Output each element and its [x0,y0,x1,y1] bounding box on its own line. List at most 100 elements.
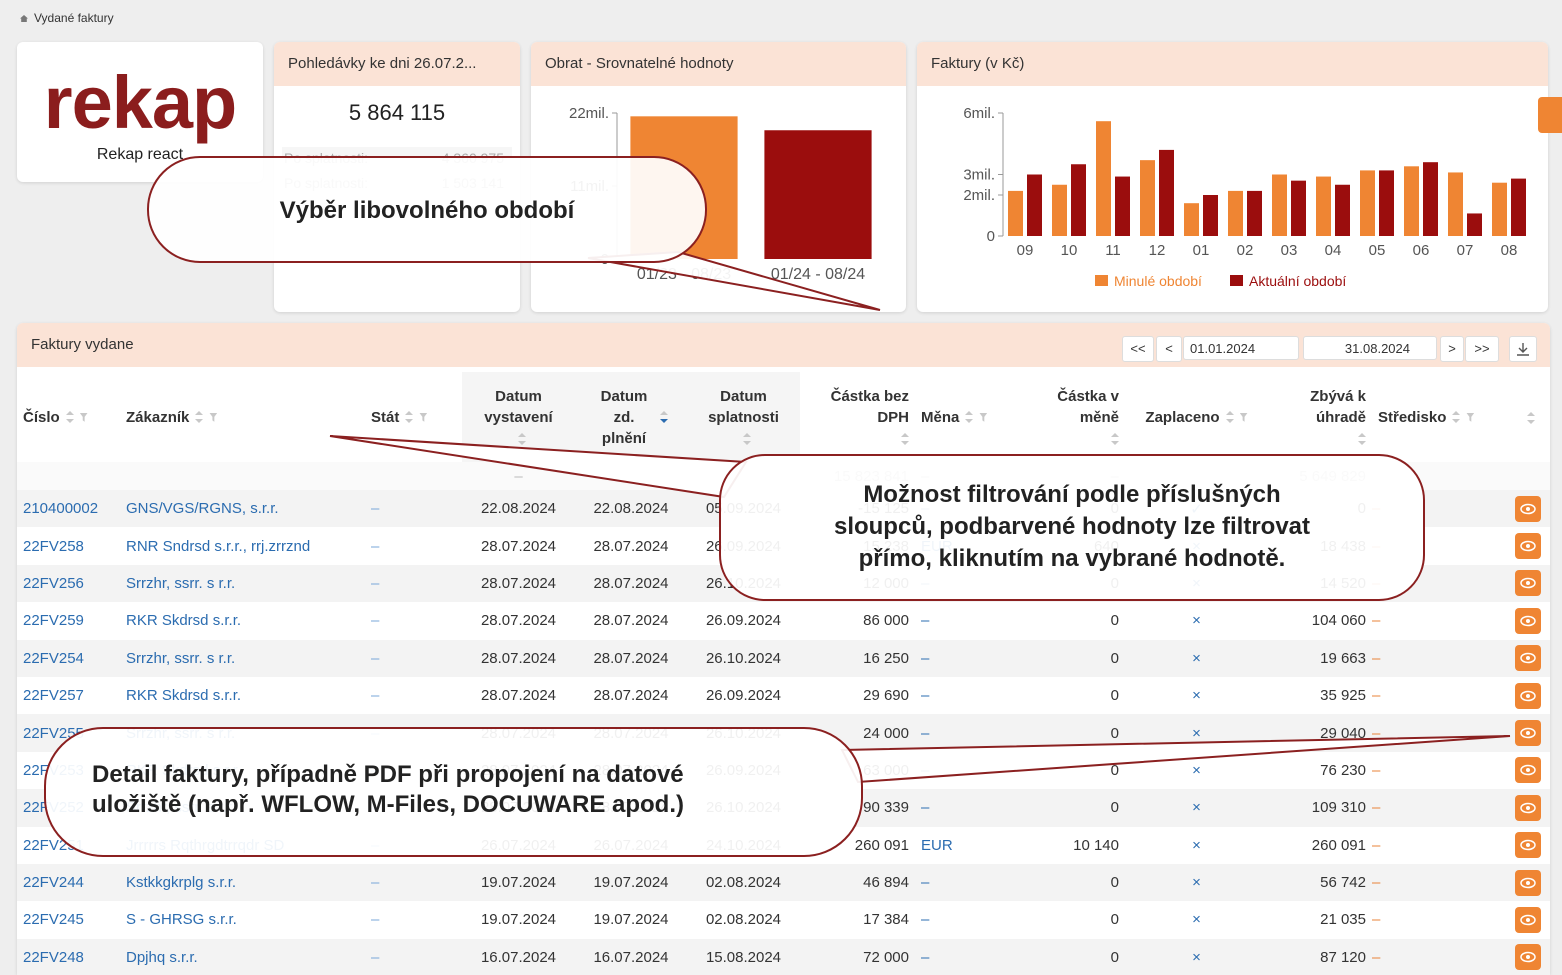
nav-next[interactable]: > [1440,336,1464,362]
cell[interactable]: Srrzhr, ssrr. s r.r. [120,564,365,603]
detail-button[interactable] [1514,720,1541,747]
cell: – [915,789,1025,827]
cell: – [365,714,462,752]
column-header[interactable]: Číslo [17,372,120,462]
cell[interactable]: 22FV257 [23,687,84,705]
cell[interactable]: Srrzhr, ssrr. s r.r. [120,639,365,677]
cell: – [921,761,930,779]
cell: × [1125,789,1268,827]
invoice-row: 22FV256 Srrzhr, ssrr. s r.r. –28.07.2024 28… [17,564,1550,603]
bar [1335,184,1350,236]
detail-button[interactable] [1514,944,1541,971]
eye-pupil [1525,656,1530,661]
cell[interactable]: RKR Skdrsd s.r.r. [126,687,242,705]
date-to[interactable]: 31.08.2024 [1303,336,1437,360]
cell: – [1372,836,1381,854]
eye-pupil [1525,693,1530,698]
cell: 104 060 [1311,612,1366,630]
sort-icon [901,432,909,445]
column-header[interactable]: Zákazník [120,372,365,462]
nav-last[interactable]: >> [1465,336,1499,362]
download-button[interactable] [1509,336,1537,362]
detail-button[interactable] [1514,757,1541,784]
cell[interactable]: 22FV254 [17,639,120,677]
detail-button[interactable] [1514,607,1541,634]
brand: rekap [43,61,237,144]
y-tick-label: 3mil. [963,167,995,184]
cell[interactable]: 22FV244 [17,863,120,902]
nav-first[interactable]: << [1122,336,1154,362]
cell[interactable]: GNS/VGS/RGNS, s.r.r. [120,490,365,528]
cell[interactable]: Srrzhr, ssrr. s r.r. [120,789,365,827]
cell: – [1372,761,1381,779]
cell: 28.07.2024 [593,761,669,779]
eye-pupil [1525,618,1530,623]
detail-button[interactable] [1514,832,1541,859]
eye-outline [1519,540,1536,552]
cell[interactable]: 22FV248 [17,938,120,975]
cell[interactable]: 22FV256 [17,564,120,603]
column-header[interactable]: Středisko [1372,372,1505,462]
detail-button[interactable] [1514,645,1541,672]
bar [1272,174,1287,236]
cell: 86 000 [863,612,909,630]
date-from[interactable]: 01.01.2024 [1183,336,1299,360]
cell: 109 310 [1268,789,1372,827]
cell[interactable]: Jrrrrrs Rqthrgdtrrqdr SD [126,836,285,854]
cell[interactable]: 22FV253 [23,761,84,779]
cell: 28.07.2024 [462,639,575,677]
cell: 19.07.2024 [480,911,557,929]
action-cell [1505,677,1550,714]
detail-button[interactable] [1514,495,1541,522]
cell: – [1372,639,1505,677]
cell[interactable]: RKR Skdrsd s.r.r. [126,761,242,779]
cell[interactable]: 22FV255 [17,714,120,752]
bar [1140,160,1155,236]
cell: 0 [1110,911,1119,929]
nav-prev[interactable]: < [1156,336,1182,362]
cell: 26.09.2024 [705,612,782,630]
column-header[interactable]: Zaplaceno [1125,372,1268,462]
column-header[interactable]: Částka v měně [1025,372,1125,462]
detail-button[interactable] [1514,682,1541,709]
cell[interactable]: Kstkkgkrplg s.r.r. [120,863,365,902]
column-header[interactable]: Datum splatnosti [687,372,800,462]
cell[interactable]: 22FV251 [23,836,84,854]
legend-swatch [1095,275,1108,286]
detail-button[interactable] [1514,906,1541,933]
column-header[interactable]: Měna [915,372,1025,462]
cell: 19.07.2024 [593,911,669,929]
bar [1096,121,1111,236]
cell[interactable]: RKR Skdrsd s.r.r. [126,612,242,630]
eye-icon [1519,802,1536,814]
detail-button[interactable] [1514,570,1541,597]
cell[interactable]: RNR Sndrsd s.r.r., rrj.zrrznd [126,537,311,555]
cell[interactable]: 22FV259 [23,612,84,630]
eye-pupil [1525,917,1530,922]
cell: – [915,639,1025,677]
cell: 0 [1025,564,1125,603]
column-header[interactable]: Datum zd. plnění [575,372,687,462]
column-header[interactable]: Zbývá k úhradě [1268,372,1372,462]
cell[interactable]: 22FV258 [23,537,84,555]
filter-icon [1239,412,1248,422]
cell: EUR [921,836,953,854]
cell[interactable]: 210400002 [17,490,120,528]
header-text: Částka v měně [1057,387,1119,426]
cell: × [1192,612,1201,630]
detail-button[interactable] [1514,533,1541,560]
breadcrumb[interactable]: Vydané faktury [20,11,114,25]
sort-icon [65,411,74,424]
cell: 76 230 [1320,761,1366,779]
column-header[interactable]: Stát [365,372,462,462]
detail-button[interactable] [1514,794,1541,821]
cell[interactable]: 22FV252 [17,789,120,827]
settings-button[interactable] [1538,97,1562,133]
column-header[interactable]: Datum vystavení [462,372,575,462]
detail-button[interactable] [1514,869,1541,896]
cell[interactable]: Dpjhq s.r.r. [120,938,365,975]
cell[interactable]: Srrzhr, ssrr. s r.r. [120,714,365,752]
cell[interactable]: 22FV245 [23,911,84,929]
cell[interactable]: S - GHRSG s.r.r. [126,911,237,929]
column-header[interactable]: Částka bez DPH [800,372,915,462]
